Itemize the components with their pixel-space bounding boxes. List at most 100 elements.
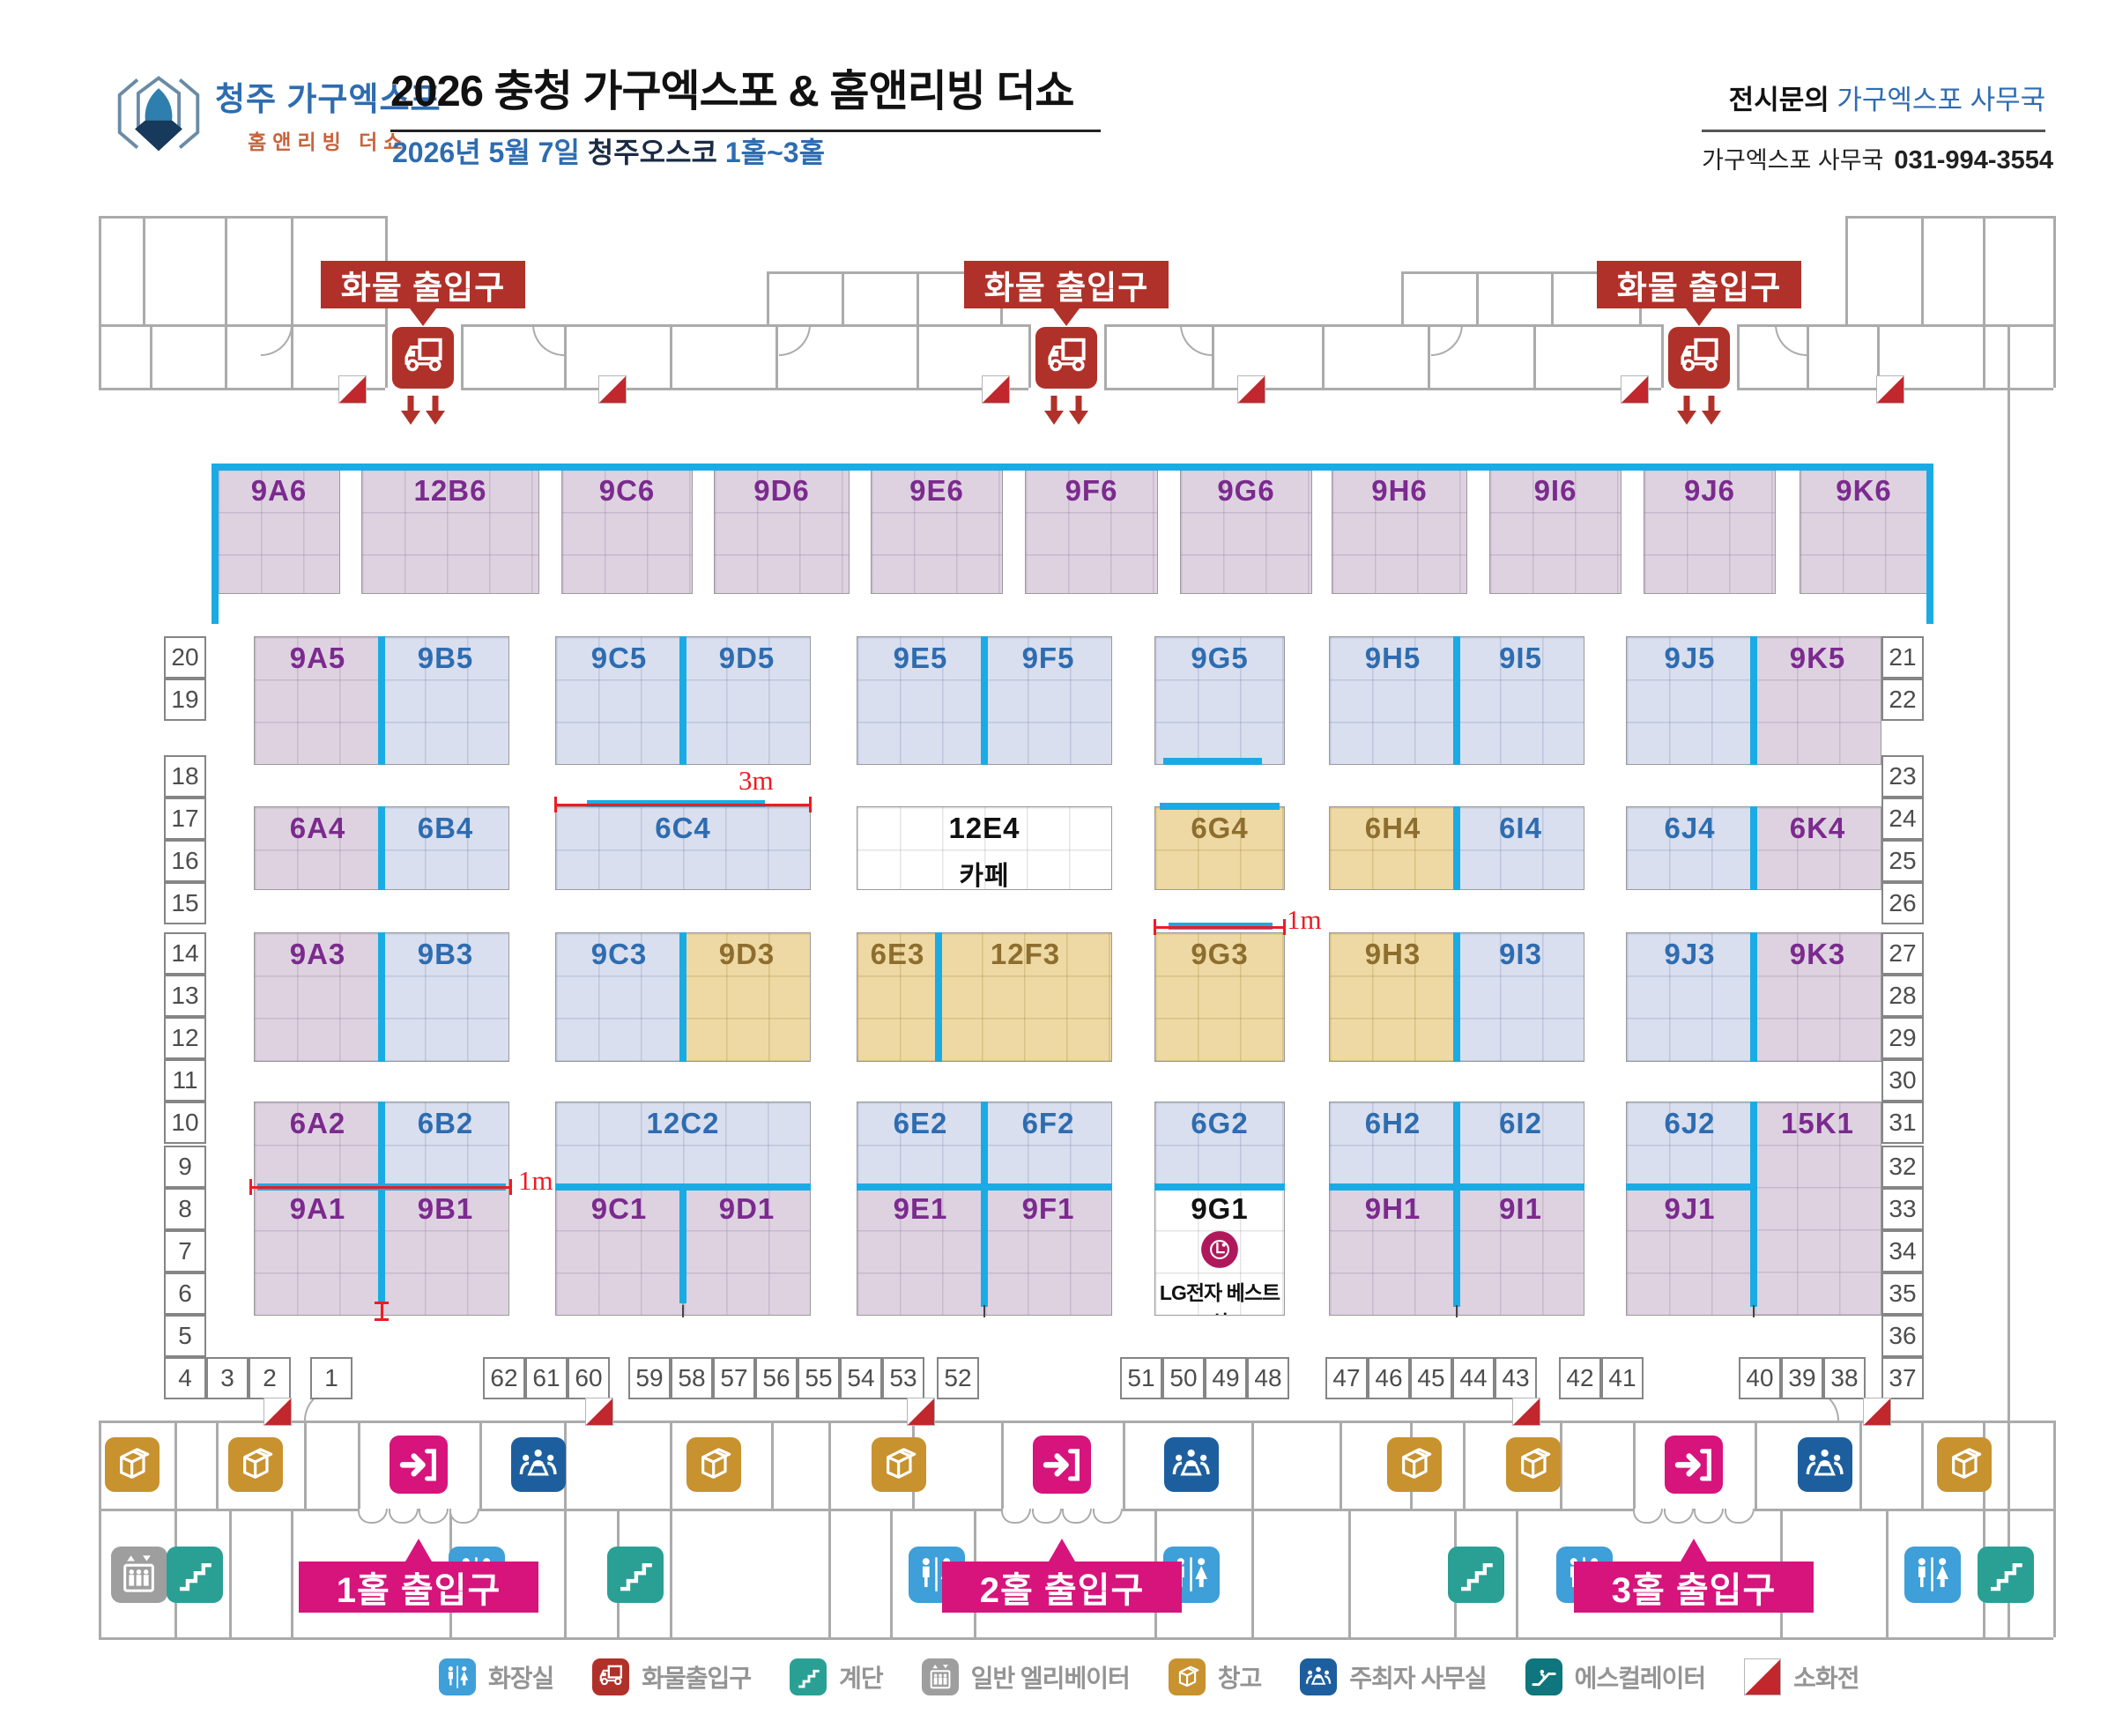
divider-tick (983, 1305, 985, 1317)
grid-number-25: 25 (1881, 840, 1924, 882)
booth-6A4: 6A4 (254, 806, 382, 890)
booth-6G4: 6G4 (1154, 806, 1285, 890)
booth-12F3: 12F3 (939, 932, 1112, 1062)
grid-number-2: 2 (249, 1357, 291, 1399)
wall-segment (1251, 1421, 1254, 1509)
hall-entrance-label: 2홀 출입구 (942, 1562, 1182, 1613)
door-scallop (1633, 1509, 1663, 1524)
booth-divider (378, 1102, 385, 1302)
booth-divider (981, 636, 988, 765)
dimension-tick (375, 1318, 389, 1321)
door-scallop (449, 1509, 479, 1524)
booth-6F2: 6F2 (984, 1102, 1112, 1187)
booth-6J2: 6J2 (1626, 1102, 1754, 1187)
booth-9B5: 9B5 (382, 636, 509, 765)
grid-number-1: 1 (310, 1357, 352, 1399)
grid-number-10: 10 (164, 1102, 206, 1144)
office-icon (1300, 1658, 1338, 1695)
divider-tick (682, 1305, 684, 1317)
wall-segment (1340, 1421, 1342, 1509)
door-scallop (1062, 1509, 1092, 1524)
warehouse-icon (686, 1437, 741, 1492)
grid-number-7: 7 (164, 1230, 206, 1272)
hydrant-icon (1744, 1658, 1782, 1695)
booth-9K5: 9K5 (1754, 636, 1881, 765)
booth-9G6: 9G6 (1180, 469, 1312, 594)
fire-hydrant-icon (1863, 1398, 1891, 1426)
wall-segment (2007, 324, 2010, 1637)
wall-segment (1983, 324, 1985, 388)
grid-number-30: 30 (1881, 1059, 1924, 1102)
grid-number-15: 15 (164, 882, 206, 924)
grid-number-36: 36 (1881, 1315, 1924, 1357)
booth-9B1: 9B1 (382, 1187, 509, 1316)
dimension-line (1154, 926, 1285, 929)
booth-divider (1453, 806, 1460, 890)
booth-divider (1160, 803, 1280, 810)
booth-9C3: 9C3 (555, 932, 683, 1062)
wall-segment (225, 324, 227, 388)
legend-item: 화물출입구 (592, 1658, 752, 1695)
booth-9E1: 9E1 (857, 1187, 984, 1316)
wall-segment (771, 1421, 774, 1509)
stairs-icon (167, 1547, 223, 1603)
wall-segment (1212, 324, 1214, 388)
wall-segment (99, 216, 385, 219)
wall-segment (767, 271, 769, 324)
cargo-entrance-label: 화물 출입구 (964, 261, 1169, 308)
grid-number-4: 4 (164, 1357, 206, 1399)
grid-number-38: 38 (1823, 1357, 1866, 1399)
wall-segment (1123, 1509, 1633, 1511)
booth-9I6: 9I6 (1489, 469, 1622, 594)
cargo-entrance-label: 화물 출입구 (1597, 261, 1801, 308)
fire-hydrant-icon (907, 1398, 935, 1426)
grid-number-14: 14 (164, 932, 206, 975)
booth-6I4: 6I4 (1457, 806, 1584, 890)
door-scallop (1001, 1509, 1031, 1524)
booth-divider (1453, 1102, 1460, 1307)
grid-number-46: 46 (1368, 1357, 1410, 1399)
booth-divider (378, 636, 385, 765)
fire-hydrant-icon (1512, 1398, 1540, 1426)
wall-segment (461, 388, 1028, 390)
legend-label: 소화전 (1793, 1665, 1859, 1692)
dimension-tick (375, 1302, 389, 1304)
wall-segment (670, 1509, 672, 1637)
logo-title: 청주 가구엑스포 (215, 81, 442, 117)
legend-label: 계단 (839, 1665, 884, 1692)
divider-tick (1753, 1305, 1755, 1317)
wall-segment (216, 1421, 219, 1509)
grid-number-16: 16 (164, 840, 206, 882)
booth-9G5: 9G5 (1154, 636, 1285, 765)
booth-divider (378, 932, 385, 1062)
wall-segment (776, 324, 778, 388)
event-halls: 1홀~3홀 (724, 137, 826, 168)
wall-segment (1104, 324, 1107, 388)
grid-number-50: 50 (1162, 1357, 1205, 1399)
grid-number-48: 48 (1247, 1357, 1289, 1399)
grid-number-21: 21 (1881, 636, 1924, 679)
contact-block: 전시문의 가구엑스포 사무국 가구엑스포 사무국 031-994-3554 (1702, 78, 2053, 175)
grid-number-19: 19 (164, 679, 206, 721)
booth-15K1: 15K1 (1754, 1102, 1881, 1316)
door-arc (1180, 324, 1212, 356)
booth-9H6: 9H6 (1332, 469, 1467, 594)
legend-item: 창고 (1168, 1658, 1262, 1695)
wall-segment (358, 1421, 360, 1509)
legend-item: 계단 (790, 1658, 884, 1695)
grid-number-22: 22 (1881, 679, 1924, 721)
booth-9A3: 9A3 (254, 932, 382, 1062)
restroom-icon (439, 1658, 476, 1695)
door-arc (1775, 324, 1807, 356)
wall-segment (1028, 324, 1031, 388)
wall-segment (1560, 1421, 1562, 1509)
booth-9J3: 9J3 (1626, 932, 1754, 1062)
cargo-entrance-label: 화물 출입구 (321, 261, 525, 308)
grid-number-28: 28 (1881, 975, 1924, 1017)
booth-6J4: 6J4 (1626, 806, 1754, 890)
event-date-venue: 2026년 5월 7일 청주오스코 1홀~3홀 (392, 130, 825, 171)
dimension-label: 1m (518, 1165, 553, 1196)
